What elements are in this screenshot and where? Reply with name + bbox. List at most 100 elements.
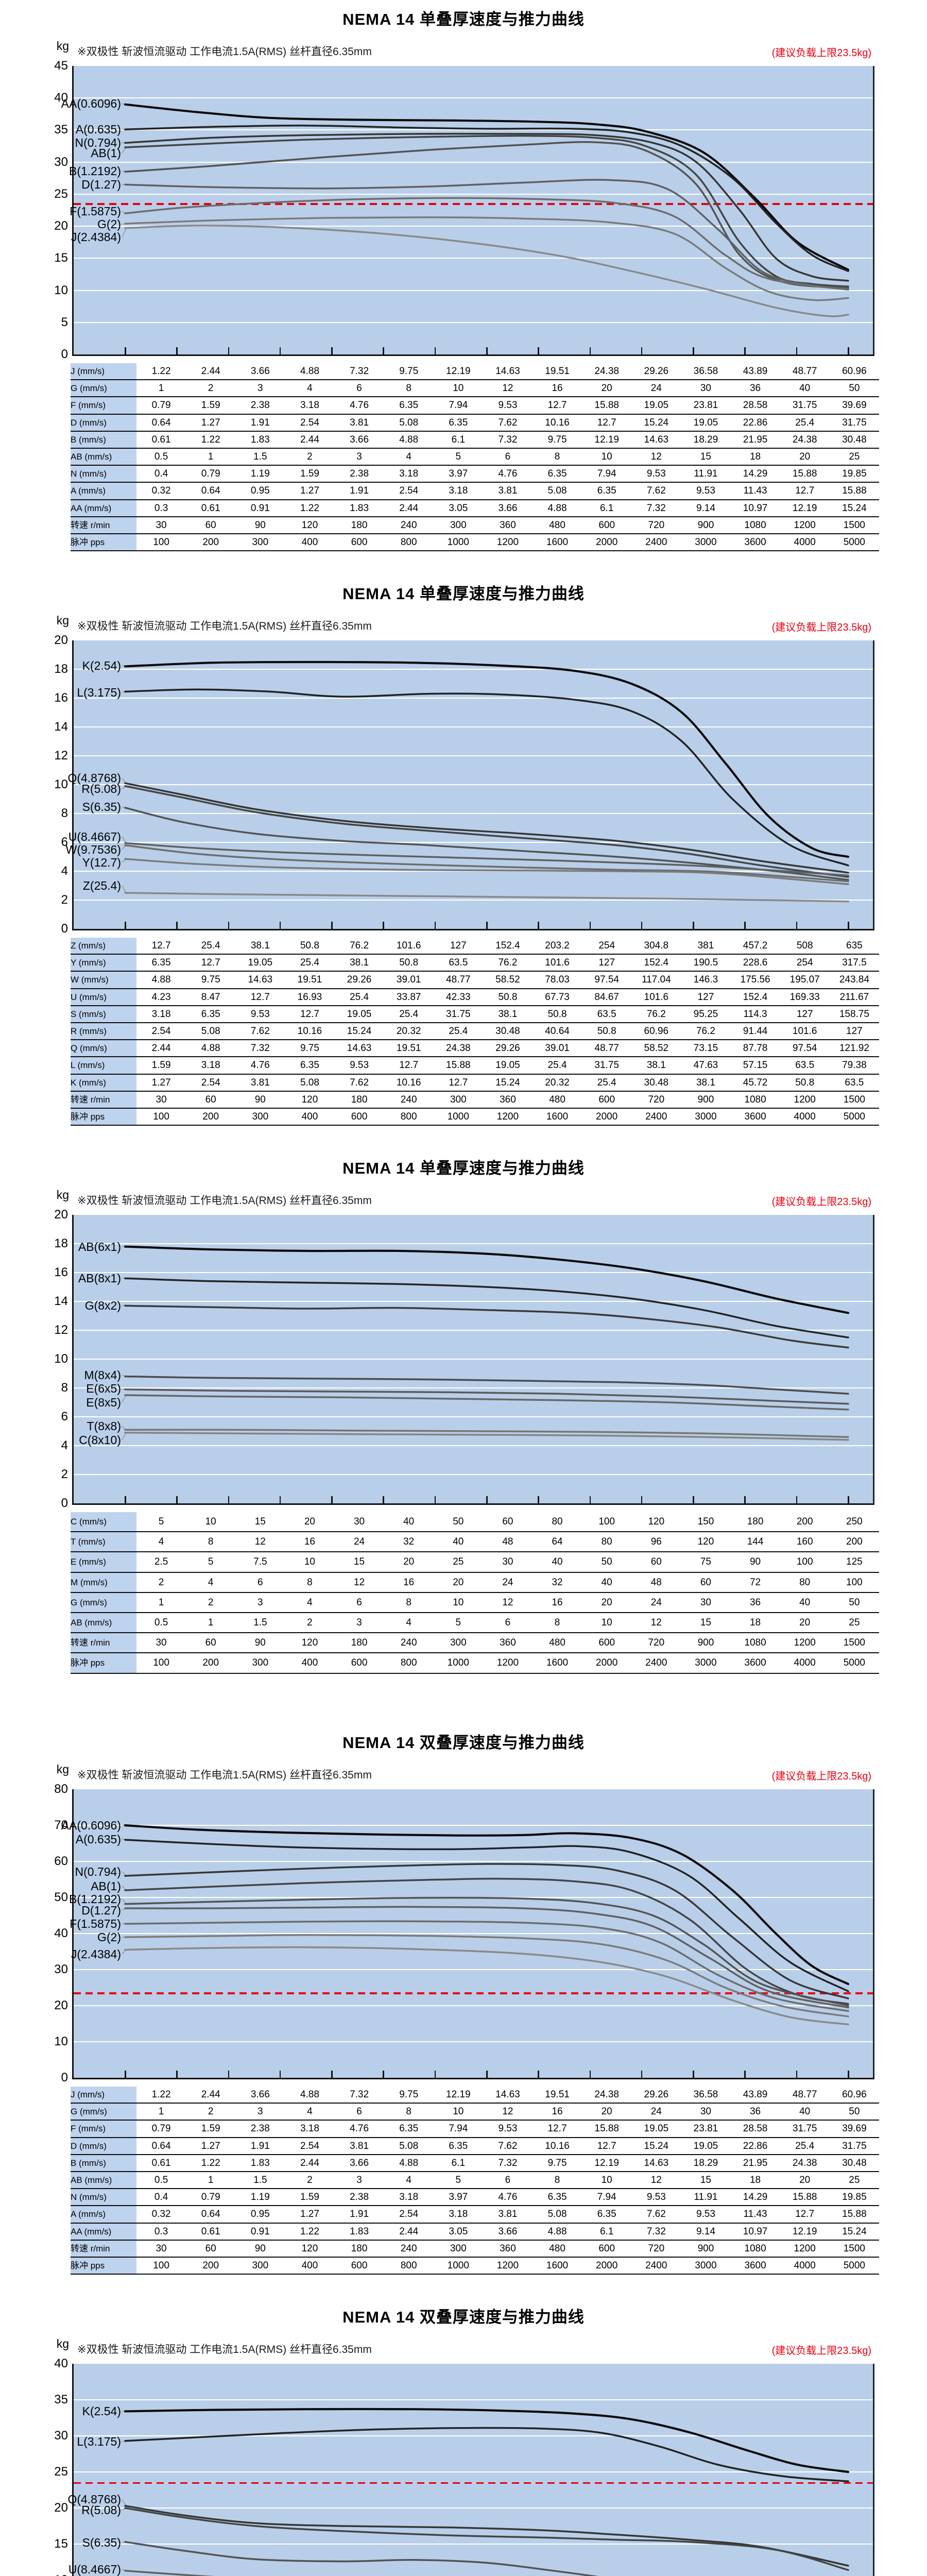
- table-cell: 144: [730, 1532, 780, 1553]
- table-cell: 16: [285, 1532, 335, 1553]
- table-cell: 18.29: [681, 431, 731, 449]
- table-cell: 19.05: [334, 1005, 384, 1023]
- x-tick: [848, 922, 849, 929]
- table-cell: 38.1: [631, 1057, 681, 1075]
- table-cell: 127: [433, 938, 483, 955]
- table-cell: 7.5: [235, 1552, 285, 1573]
- table-cell: 19.05: [483, 1057, 533, 1075]
- table-cell: 6.1: [582, 499, 632, 517]
- table-cell: 7.62: [631, 2206, 681, 2224]
- table-cell: 20: [582, 380, 632, 398]
- curve-D(1.27): [124, 1906, 849, 2009]
- gridline: [74, 258, 873, 259]
- table-cell: 15.24: [334, 1022, 384, 1041]
- table-cell: 0.79: [136, 397, 186, 415]
- table-cell: 36.58: [681, 363, 731, 381]
- table-cell: 15: [681, 2171, 731, 2190]
- series-label: F(1.5875): [70, 1917, 121, 1931]
- row-label: B (mm/s): [71, 2154, 136, 2172]
- series-label: J(2.4384): [71, 230, 121, 244]
- table-cell: 457.2: [730, 938, 780, 955]
- data-table: C (mm/s) 5 10 15 20 30 40 50 60 80 100 120 150 180 200…: [71, 1512, 879, 1674]
- y-tick-label: 4: [61, 1438, 68, 1452]
- table-cell: 15.88: [780, 465, 830, 483]
- table-cell: 21.95: [730, 2154, 780, 2172]
- table-cell: 1.22: [285, 499, 335, 517]
- row-label: AA (mm/s): [71, 2223, 136, 2241]
- table-cell: 195.07: [780, 971, 830, 989]
- table-cell: 0.3: [136, 499, 186, 517]
- x-tick: [589, 922, 591, 929]
- table-cell: 5.08: [533, 482, 582, 500]
- table-cell: 6.35: [533, 465, 582, 483]
- table-cell: 0.64: [186, 482, 236, 500]
- gridline: [74, 290, 873, 291]
- x-tick: [486, 347, 488, 354]
- x-tick: [125, 922, 126, 929]
- y-tick-label: 30: [54, 2429, 68, 2443]
- table-row: AB (mm/s) 0.5 1 1.5 2 3 4 5 6 8 10 12 15 18 20 25: [71, 448, 879, 466]
- table-cell: 25.4: [533, 1057, 582, 1075]
- gridline: [74, 813, 873, 814]
- gridline: [74, 1387, 873, 1388]
- table-cell: 5: [433, 1612, 483, 1634]
- table-cell: 1.59: [285, 465, 335, 483]
- row-label: AB (mm/s): [71, 448, 136, 466]
- row-label: R (mm/s): [71, 1022, 136, 1041]
- table-cell: 76.2: [483, 954, 533, 972]
- table-cell: 1.22: [136, 2087, 186, 2104]
- y-tick-label: 40: [54, 2357, 68, 2370]
- series-label: Q(4.8768): [67, 771, 121, 785]
- table-cell: 0.5: [136, 448, 186, 466]
- y-tick-label: 20: [54, 1998, 68, 2012]
- x-tick: [486, 922, 488, 929]
- table-cell: 152.4: [483, 938, 533, 955]
- table-cell: 1.27: [186, 414, 236, 432]
- table-row: N (mm/s) 0.4 0.79 1.19 1.59 2.38 3.18 3.97 4.76 6…: [71, 2189, 879, 2207]
- table-cell: 1200: [780, 1633, 830, 1654]
- table-cell: 39.01: [384, 971, 434, 989]
- y-tick-label: 40: [54, 91, 68, 105]
- table-cell: 600: [582, 1633, 632, 1654]
- table-cell: 12: [483, 2103, 533, 2121]
- gridline: [74, 129, 873, 131]
- y-tick-label: 10: [54, 283, 68, 297]
- table-cell: 900: [681, 1633, 731, 1654]
- y-tick-label: 45: [54, 59, 68, 73]
- row-label: U (mm/s): [71, 988, 136, 1006]
- table-cell: 1600: [533, 1653, 582, 1674]
- table-cell: 9.14: [681, 2223, 731, 2241]
- table-cell: 9.53: [631, 2189, 681, 2207]
- table-cell: 2.38: [235, 397, 285, 415]
- series-label: U(8.4667): [68, 829, 121, 843]
- table-cell: 254: [582, 938, 632, 955]
- table-cell: 8: [533, 448, 582, 466]
- table-row: AB (mm/s) 0.5 1 1.5 2 3 4 5 6 8 10 12 15 18 20 25: [71, 2171, 879, 2190]
- table-cell: 12.19: [780, 499, 830, 517]
- leader-line: [122, 2499, 127, 2506]
- series-label: T(8x8): [87, 1419, 121, 1433]
- x-tick: [279, 2071, 281, 2078]
- table-cell: 36: [730, 2103, 780, 2121]
- table-cell: 40: [780, 2103, 830, 2121]
- table-cell: 2000: [582, 1108, 632, 1126]
- gridline: [74, 226, 873, 227]
- table-row: F (mm/s) 0.79 1.59 2.38 3.18 4.76 6.35 7.94 9.53…: [71, 2120, 879, 2138]
- table-cell: 600: [582, 2240, 632, 2258]
- gridline: [74, 97, 873, 99]
- table-cell: 120: [631, 1512, 681, 1533]
- series-label: J(2.4384): [71, 1947, 121, 1961]
- x-tick: [434, 1496, 436, 1503]
- table-cell: 3.18: [384, 2189, 434, 2207]
- table-cell: 12: [483, 1592, 533, 1613]
- table-cell: 7.32: [631, 499, 681, 517]
- table-cell: 1.59: [285, 2189, 335, 2207]
- table-cell: 63.5: [780, 1057, 830, 1075]
- table-cell: 39.01: [533, 1040, 582, 1058]
- table-cell: 480: [533, 516, 582, 534]
- table-cell: 4.23: [136, 988, 186, 1006]
- table-cell: 31.75: [829, 414, 879, 432]
- series-label: N(0.794): [75, 136, 121, 150]
- table-cell: 1080: [730, 2240, 780, 2258]
- gridline: [74, 2471, 873, 2472]
